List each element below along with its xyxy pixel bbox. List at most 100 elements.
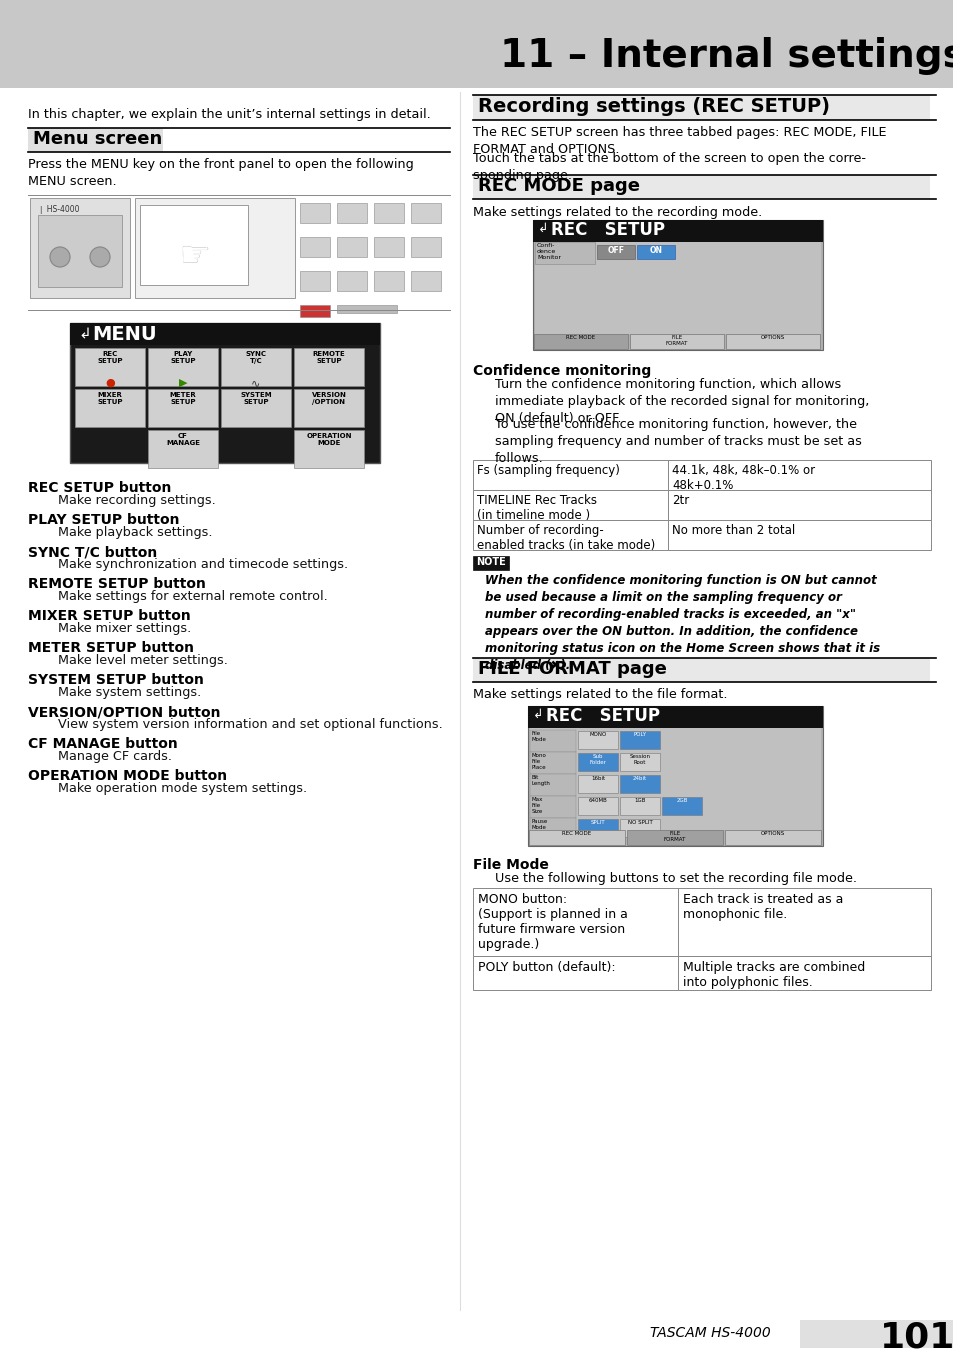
Bar [411, 271, 440, 292]
Text: When the confidence monitoring function is ON but cannot
be used because a limit: When the confidence monitoring function … [484, 574, 880, 672]
Bar [725, 333, 820, 350]
Bar [637, 244, 675, 259]
Text: OPTIONS: OPTIONS [760, 335, 784, 340]
Text: REMOTE SETUP button: REMOTE SETUP button [28, 576, 206, 591]
Text: Make settings related to the file format.: Make settings related to the file format… [473, 688, 727, 701]
Circle shape [50, 247, 70, 267]
Bar [626, 830, 722, 845]
Bar [473, 657, 929, 682]
Text: MIXER SETUP button: MIXER SETUP button [28, 609, 191, 622]
Text: Fs (sampling frequency): Fs (sampling frequency) [476, 464, 619, 477]
Text: Recording settings (REC SETUP): Recording settings (REC SETUP) [477, 97, 829, 116]
Text: Press the MENU key on the front panel to open the following
MENU screen.: Press the MENU key on the front panel to… [28, 158, 414, 188]
Text: 11 – Internal settings: 11 – Internal settings [499, 36, 953, 76]
Text: NOTE: NOTE [476, 558, 505, 567]
Bar [336, 238, 367, 256]
Text: FILE FORMAT page: FILE FORMAT page [477, 660, 666, 678]
Text: Manage CF cards.: Manage CF cards. [58, 751, 172, 763]
Text: ●: ● [105, 378, 114, 387]
Text: ↲: ↲ [533, 707, 543, 721]
Text: MONO button:
(Support is planned in a
future firmware version
upgrade.): MONO button: (Support is planned in a fu… [477, 892, 627, 950]
Text: File
Mode: File Mode [532, 730, 546, 741]
Text: 2tr: 2tr [671, 494, 688, 508]
Text: REC
SETUP: REC SETUP [97, 351, 123, 364]
Bar [294, 348, 364, 386]
Bar [619, 730, 659, 749]
Text: TIMELINE Rec Tracks
(in timeline mode ): TIMELINE Rec Tracks (in timeline mode ) [476, 494, 597, 522]
Text: Make level meter settings.: Make level meter settings. [58, 653, 228, 667]
Bar [70, 323, 379, 346]
Bar [28, 128, 163, 153]
Text: REC   SETUP: REC SETUP [545, 707, 659, 725]
Bar [299, 238, 330, 256]
Bar [411, 202, 440, 223]
Text: TASCAM HS-4000: TASCAM HS-4000 [649, 1326, 770, 1341]
Bar [619, 753, 659, 771]
Bar [473, 176, 929, 198]
Bar [336, 202, 367, 223]
Bar [800, 1320, 953, 1349]
Bar [473, 888, 678, 956]
Text: 44.1k, 48k, 48k–0.1% or
48k+0.1%: 44.1k, 48k, 48k–0.1% or 48k+0.1% [671, 464, 814, 491]
Text: Make settings for external remote control.: Make settings for external remote contro… [58, 590, 328, 603]
Text: Make mixer settings.: Make mixer settings. [58, 622, 191, 634]
Text: 640MB: 640MB [588, 798, 607, 803]
Bar [374, 202, 403, 223]
Text: REC MODE: REC MODE [562, 832, 591, 836]
Text: ↲: ↲ [78, 325, 91, 342]
Bar [299, 202, 330, 223]
Text: SYSTEM SETUP button: SYSTEM SETUP button [28, 674, 204, 687]
Bar [473, 490, 667, 520]
Bar [336, 271, 367, 292]
Text: METER SETUP button: METER SETUP button [28, 641, 193, 655]
Text: Confidence monitoring: Confidence monitoring [473, 364, 651, 378]
Text: Make recording settings.: Make recording settings. [58, 494, 215, 508]
Text: SYNC
T/C: SYNC T/C [245, 351, 266, 364]
Text: 101: 101 [879, 1320, 953, 1350]
Text: No more than 2 total: No more than 2 total [671, 524, 795, 537]
Text: POLY: POLY [633, 732, 646, 737]
Bar [38, 215, 122, 288]
Text: FILE
FORMAT: FILE FORMAT [665, 335, 687, 346]
Text: VERSION/OPTION button: VERSION/OPTION button [28, 705, 220, 720]
Text: Make synchronization and timecode settings.: Make synchronization and timecode settin… [58, 558, 348, 571]
Text: MIXER
SETUP: MIXER SETUP [97, 392, 123, 405]
Bar [135, 198, 294, 298]
Bar [75, 389, 145, 427]
Text: SYSTEM
SETUP: SYSTEM SETUP [240, 392, 272, 405]
Text: The REC SETUP screen has three tabbed pages: REC MODE, FILE
FORMAT and OPTIONS.: The REC SETUP screen has three tabbed pa… [473, 126, 885, 157]
Bar [374, 271, 403, 292]
Bar [70, 323, 379, 463]
Text: REC   SETUP: REC SETUP [551, 221, 664, 239]
Text: Make settings related to the recording mode.: Make settings related to the recording m… [473, 207, 761, 219]
Text: Session
Root: Session Root [629, 755, 650, 765]
Text: 24bit: 24bit [632, 776, 646, 782]
Bar [221, 348, 291, 386]
Bar [473, 520, 667, 549]
Text: POLY button (default):: POLY button (default): [477, 961, 615, 973]
Bar [530, 730, 576, 752]
Bar [75, 348, 145, 386]
Text: ▶: ▶ [178, 378, 187, 387]
Text: OPERATION
MODE: OPERATION MODE [306, 433, 352, 446]
Bar [221, 389, 291, 427]
Bar [533, 220, 822, 242]
Text: CF MANAGE button: CF MANAGE button [28, 737, 177, 751]
Text: In this chapter, we explain the unit’s internal settings in detail.: In this chapter, we explain the unit’s i… [28, 108, 431, 122]
Bar [527, 706, 822, 846]
Bar [527, 706, 822, 728]
Bar [294, 431, 364, 468]
Bar [374, 238, 403, 256]
Text: REC SETUP button: REC SETUP button [28, 481, 172, 495]
Text: 2GB: 2GB [676, 798, 687, 803]
Text: Use the following buttons to set the recording file mode.: Use the following buttons to set the rec… [495, 872, 856, 886]
Text: Menu screen: Menu screen [33, 130, 162, 148]
Bar [473, 95, 929, 120]
Bar [530, 728, 821, 830]
Bar [578, 775, 618, 792]
Bar [530, 752, 576, 774]
Circle shape [90, 247, 110, 267]
Bar [473, 556, 509, 570]
Bar [535, 242, 595, 265]
Text: FILE
FORMAT: FILE FORMAT [663, 832, 685, 842]
